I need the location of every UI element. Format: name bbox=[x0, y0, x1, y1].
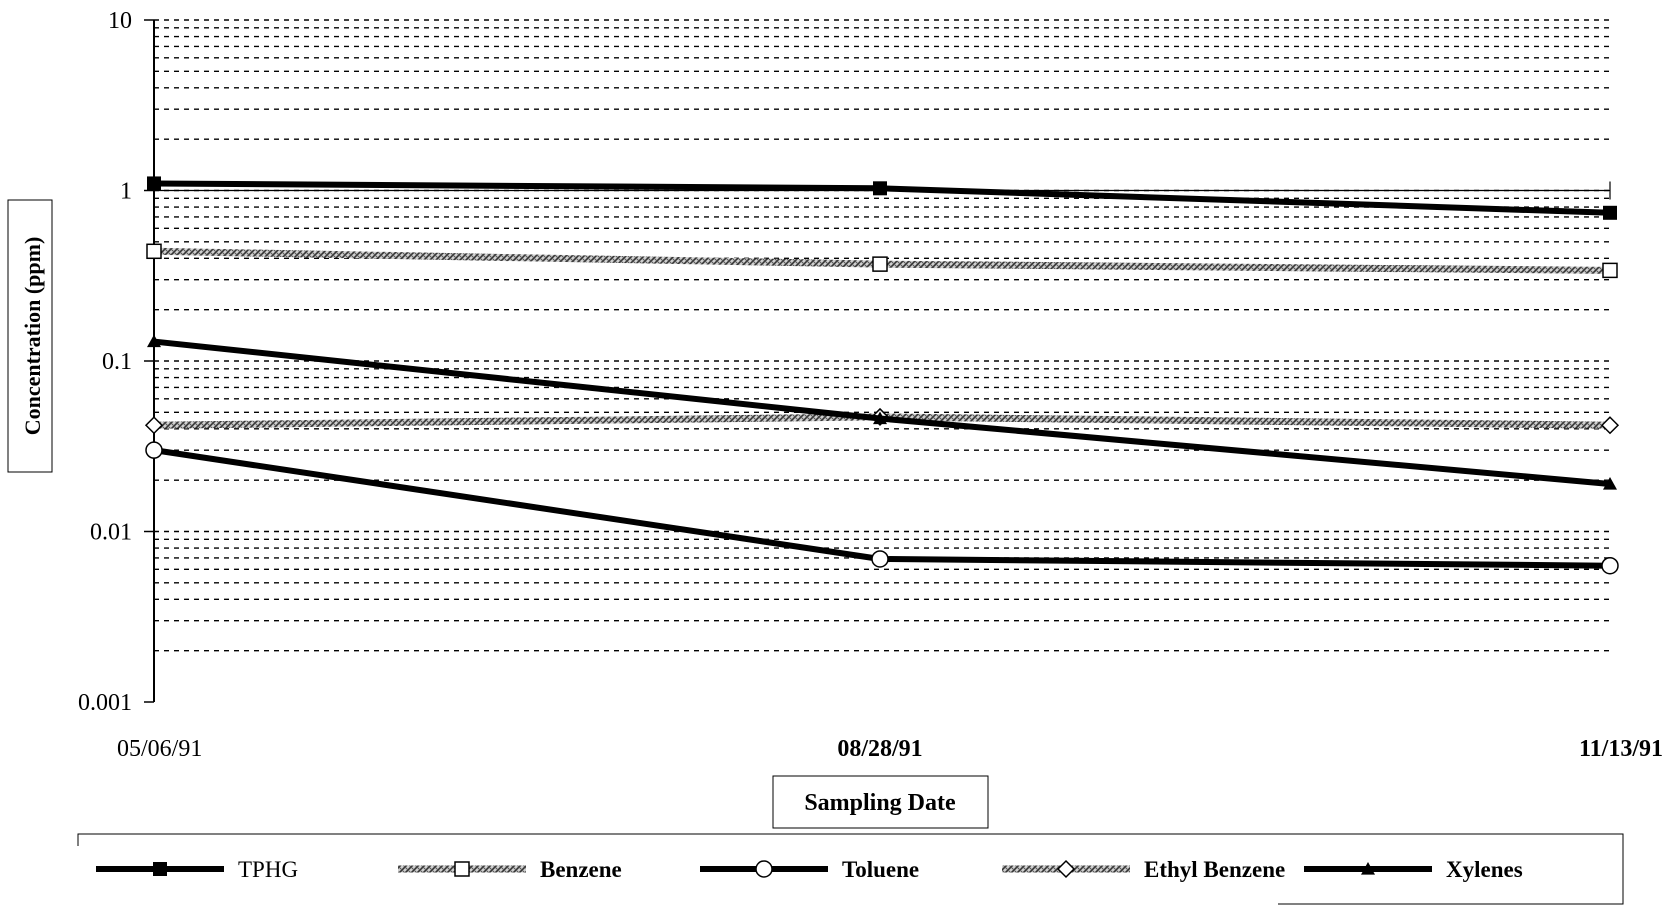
data-point-marker bbox=[1603, 205, 1617, 220]
legend-label: TPHG bbox=[238, 857, 298, 882]
data-point-marker bbox=[1601, 556, 1619, 575]
series-benzene bbox=[146, 243, 1618, 279]
data-point-marker bbox=[1056, 859, 1076, 879]
y-tick-label: 10 bbox=[108, 8, 132, 34]
data-point-marker bbox=[145, 441, 163, 459]
x-tick-label: 08/28/91 bbox=[837, 736, 922, 762]
data-point-marker bbox=[755, 860, 773, 878]
x-axis-title: Sampling Date bbox=[804, 790, 956, 816]
y-axis-title: Concentration (ppm) bbox=[20, 237, 45, 436]
data-point-marker bbox=[146, 243, 162, 260]
y-axis-title-group: Concentration (ppm) bbox=[7, 199, 53, 473]
legend-label: Xylenes bbox=[1446, 857, 1523, 882]
legend-item: TPHG bbox=[96, 857, 298, 882]
data-point-marker bbox=[147, 176, 161, 191]
data-point-marker bbox=[144, 416, 164, 435]
legend-item: Benzene bbox=[398, 857, 622, 882]
data-point-marker bbox=[873, 181, 887, 196]
series-lines bbox=[144, 176, 1620, 575]
series-xylenes bbox=[147, 334, 1617, 490]
legend-label: Ethyl Benzene bbox=[1144, 857, 1285, 882]
series-toluene bbox=[145, 441, 1619, 575]
legend-item: Ethyl Benzene bbox=[1002, 857, 1285, 882]
axis-labels: 0.001 0.01 0.1 1 10 05/06/91 08/28/91 11/13/91 bbox=[78, 8, 1663, 762]
series-tphg bbox=[147, 176, 1617, 220]
x-tick-label: 05/06/91 bbox=[117, 736, 202, 762]
data-point-marker bbox=[454, 861, 470, 877]
data-point-marker bbox=[1361, 862, 1375, 875]
y-tick-label: 0.001 bbox=[78, 690, 132, 716]
legend-item: Toluene bbox=[700, 857, 919, 882]
y-tick-label: 0.1 bbox=[102, 349, 132, 375]
series-line bbox=[153, 447, 1611, 569]
data-point-marker bbox=[872, 256, 888, 272]
y-tick-label: 1 bbox=[120, 179, 132, 205]
data-point-marker bbox=[871, 550, 889, 568]
data-point-marker bbox=[1603, 476, 1617, 490]
x-tick-label: 11/13/91 bbox=[1579, 736, 1663, 762]
legend-label: Toluene bbox=[842, 857, 919, 882]
data-point-marker bbox=[1600, 416, 1620, 435]
legend: TPHG Benzene Toluene Ethyl Benzene Xylenes bbox=[77, 833, 1624, 905]
data-point-marker bbox=[1602, 262, 1618, 279]
legend-item: Xylenes bbox=[1304, 857, 1523, 882]
x-axis-title-group: Sampling Date bbox=[772, 775, 989, 829]
data-point-marker bbox=[147, 334, 161, 348]
data-point-marker bbox=[153, 862, 167, 876]
data-point-marker bbox=[873, 411, 887, 425]
y-tick-label: 0.01 bbox=[90, 520, 132, 546]
legend-label: Benzene bbox=[540, 857, 622, 882]
